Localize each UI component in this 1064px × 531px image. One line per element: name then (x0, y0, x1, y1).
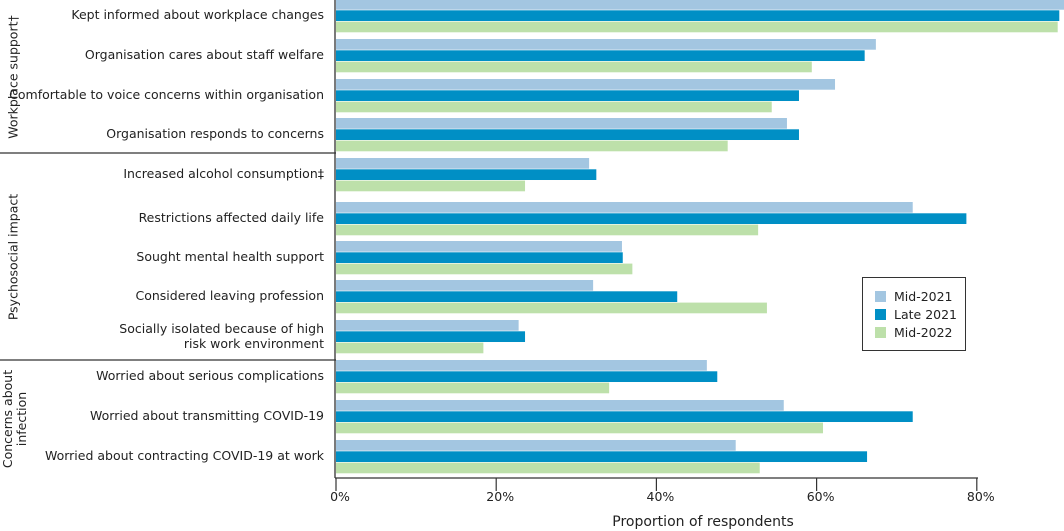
bar-mid-2022 (336, 263, 633, 275)
x-tick-label: 80% (966, 489, 995, 504)
bar-mid-2022 (336, 180, 526, 192)
category-label: Socially isolated because of high risk w… (119, 320, 324, 351)
bar-mid-2021 (336, 280, 594, 291)
bar-mid-2021 (336, 360, 707, 371)
category-label: Worried about serious complications (96, 368, 324, 384)
legend-item: Late 2021 (875, 305, 965, 323)
legend-swatch (875, 308, 886, 320)
bar-mid-2022 (336, 382, 610, 394)
legend-swatch (875, 290, 886, 302)
legend-label: Mid-2021 (894, 288, 953, 304)
x-tick-label: 0% (330, 489, 350, 504)
category-label: Kept informed about workplace changes (71, 7, 324, 23)
bar-mid-2022 (336, 61, 812, 73)
group-label: Psychosocial impact (5, 193, 20, 320)
bar-mid-2021 (336, 0, 1064, 10)
bar-mid-2021 (336, 440, 736, 451)
bar-late-2021 (336, 10, 1060, 21)
bar-mid-2021 (336, 400, 784, 411)
bar-late-2021 (336, 371, 718, 382)
category-label: Comfortable to voice concerns within org… (9, 87, 324, 103)
bar-late-2021 (336, 451, 868, 462)
bar-mid-2022 (336, 21, 1058, 33)
bar-late-2021 (336, 331, 526, 342)
legend-label: Mid-2022 (894, 324, 953, 340)
legend-swatch (875, 326, 886, 338)
category-label: Worried about transmitting COVID-19 (90, 408, 324, 424)
bar-mid-2021 (336, 79, 836, 90)
bar-mid-2022 (336, 462, 760, 474)
x-tick-label: 60% (806, 489, 835, 504)
bar-mid-2022 (336, 101, 772, 113)
bar-late-2021 (336, 291, 678, 302)
group-label: Workplace support† (5, 14, 20, 139)
group-label: Concerns about infection (0, 369, 29, 469)
x-axis-title: Proportion of respondents (612, 514, 794, 530)
category-label: Organisation responds to concerns (106, 126, 324, 142)
category-label: Sought mental health support (136, 249, 324, 265)
bar-mid-2022 (336, 342, 484, 354)
bar-mid-2022 (336, 422, 824, 434)
legend-item: Mid-2022 (875, 323, 965, 341)
bar-mid-2022 (336, 140, 728, 152)
bar-mid-2021 (336, 158, 590, 169)
category-label: Increased alcohol consumption‡ (123, 166, 324, 182)
bar-mid-2021 (336, 39, 876, 50)
bar-late-2021 (336, 213, 967, 224)
legend-item: Mid-2021 (875, 287, 965, 305)
x-tick-label: 40% (646, 489, 675, 504)
category-label: Considered leaving profession (135, 288, 324, 304)
bar-mid-2022 (336, 302, 767, 314)
legend-label: Late 2021 (894, 306, 958, 322)
bar-late-2021 (336, 252, 623, 263)
category-label: Worried about contracting COVID-19 at wo… (44, 448, 324, 464)
bar-late-2021 (336, 129, 799, 140)
bar-mid-2021 (336, 320, 519, 331)
bar-mid-2022 (336, 224, 759, 236)
legend: Mid-2021 Late 2021 Mid-2022 (862, 277, 966, 351)
bar-late-2021 (336, 50, 865, 61)
category-label: Restrictions affected daily life (138, 210, 324, 226)
bar-mid-2021 (336, 202, 913, 213)
bar-late-2021 (336, 411, 913, 422)
bar-late-2021 (336, 90, 799, 101)
x-tick-label: 20% (486, 489, 515, 504)
category-label: Organisation cares about staff welfare (84, 47, 324, 63)
bar-late-2021 (336, 169, 597, 180)
bar-mid-2021 (336, 241, 622, 252)
bar-mid-2021 (336, 118, 787, 129)
